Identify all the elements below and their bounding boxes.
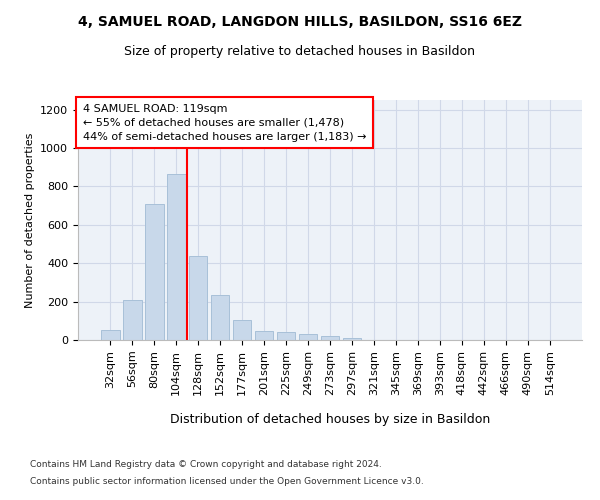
Bar bbox=[343, 338, 361, 340]
Text: 4, SAMUEL ROAD, LANGDON HILLS, BASILDON, SS16 6EZ: 4, SAMUEL ROAD, LANGDON HILLS, BASILDON,… bbox=[78, 15, 522, 29]
Text: 4 SAMUEL ROAD: 119sqm
← 55% of detached houses are smaller (1,478)
44% of semi-d: 4 SAMUEL ROAD: 119sqm ← 55% of detached … bbox=[83, 104, 367, 142]
Bar bbox=[189, 256, 208, 340]
Bar bbox=[299, 334, 317, 340]
Text: Contains public sector information licensed under the Open Government Licence v3: Contains public sector information licen… bbox=[30, 478, 424, 486]
Text: Size of property relative to detached houses in Basildon: Size of property relative to detached ho… bbox=[125, 45, 476, 58]
Bar bbox=[101, 330, 119, 340]
Text: Distribution of detached houses by size in Basildon: Distribution of detached houses by size … bbox=[170, 412, 490, 426]
Bar bbox=[211, 295, 229, 340]
Bar bbox=[233, 320, 251, 340]
Bar bbox=[167, 174, 185, 340]
Text: Contains HM Land Registry data © Crown copyright and database right 2024.: Contains HM Land Registry data © Crown c… bbox=[30, 460, 382, 469]
Y-axis label: Number of detached properties: Number of detached properties bbox=[25, 132, 35, 308]
Bar bbox=[123, 300, 142, 340]
Bar bbox=[255, 331, 274, 340]
Bar bbox=[320, 336, 340, 340]
Bar bbox=[277, 332, 295, 340]
Bar bbox=[145, 204, 164, 340]
